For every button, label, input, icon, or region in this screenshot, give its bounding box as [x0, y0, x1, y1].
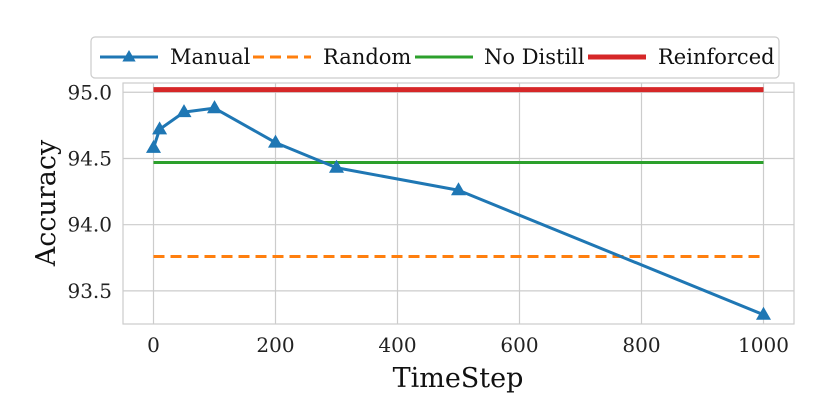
y-tick-label: 94.5 [67, 146, 112, 170]
data-point-marker [755, 306, 772, 320]
data-point-marker [176, 104, 192, 118]
ticks: 0 200 400 600 800 1000 93.5 94.0 94.5 95.0 [67, 80, 788, 357]
grid [123, 83, 794, 324]
y-tick-label: 93.5 [67, 279, 112, 303]
y-axis-label: Accuracy [31, 139, 62, 267]
legend-label: No Distill [484, 45, 585, 69]
x-tick-label: 200 [256, 333, 294, 357]
x-tick-label: 1000 [738, 333, 789, 357]
data-point-marker [328, 159, 345, 173]
x-tick-label: 800 [622, 333, 660, 357]
data-point-marker [267, 134, 284, 148]
x-tick-label: 600 [500, 333, 538, 357]
data-point-marker [152, 121, 168, 135]
legend: Manual Random No Distill Reinforced [90, 36, 780, 79]
y-tick-label: 94.0 [67, 213, 112, 237]
legend-label: Manual [170, 45, 251, 69]
data-point-marker [145, 139, 162, 153]
data-point-marker [450, 182, 467, 196]
x-axis-label: TimeStep [393, 363, 524, 394]
plot-frame [122, 82, 795, 325]
data-point-marker [206, 100, 223, 114]
legend-label: Reinforced [658, 45, 775, 69]
x-tick-label: 0 [147, 333, 160, 357]
y-tick-label: 95.0 [67, 80, 112, 104]
x-tick-label: 400 [378, 333, 416, 357]
legend-label: Random [323, 45, 411, 69]
legend-marker [122, 50, 136, 62]
series-layer [145, 87, 772, 320]
series-line-manual [152, 106, 765, 317]
